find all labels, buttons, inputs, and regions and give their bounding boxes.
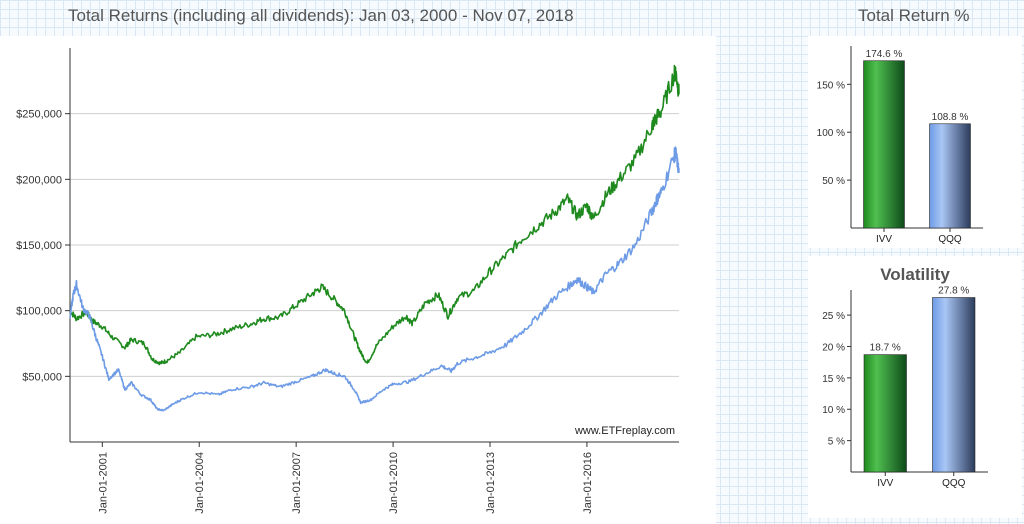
volatility-value-label: 27.8 % [938, 286, 969, 297]
x-tick-label: Jan-01-2016 [582, 452, 594, 514]
total-return-chart: 50 % 100 % 150 % 174.6 % IVV 108.8 % QQQ [817, 46, 983, 245]
total-return-title: Total Return % [858, 6, 970, 25]
y-tick-label: 25 % [822, 311, 845, 322]
y-tick-label: 15 % [822, 374, 845, 385]
y-tick-label: $250,000 [16, 109, 62, 121]
total-return-value-label: 174.6 % [866, 49, 903, 60]
total-return-bar-qqq [929, 123, 971, 229]
y-tick-label: 5 % [828, 437, 845, 448]
total-return-value-label: 108.8 % [932, 112, 969, 123]
main-chart-title: Total Returns (including all dividends):… [68, 6, 574, 25]
volatility-category-label: IVV [877, 478, 893, 489]
y-tick-label: $150,000 [16, 240, 62, 252]
total-return-category-label: IVV [876, 234, 892, 245]
volatility-panel: Volatility 5 % 10 % 15 % 20 % 25 % 18.7 % IVV 27… [808, 256, 1022, 518]
y-tick-label: 50 % [822, 176, 845, 187]
volatility-bar-ivv [863, 354, 907, 473]
volatility-bar-qqq [932, 297, 976, 473]
y-tick-label: $200,000 [16, 174, 62, 186]
volatility-value-label: 18.7 % [870, 343, 901, 354]
series-line-qqq [69, 146, 680, 412]
y-tick-label: $100,000 [16, 306, 62, 318]
x-tick-label: Jan-01-2007 [291, 452, 303, 514]
volatility-category-label: QQQ [942, 478, 966, 489]
x-tick-label: Jan-01-2004 [194, 452, 206, 514]
series-line-ivv [69, 64, 680, 366]
y-tick-label: 100 % [817, 128, 845, 139]
y-tick-label: 150 % [817, 80, 845, 91]
line-chart-panel: $50,000 $100,000 $150,000 $200,000 $250,000 J… [0, 36, 716, 524]
x-tick-label: Jan-01-2010 [388, 452, 400, 514]
volatility-title: Volatility [880, 265, 950, 284]
watermark: www.ETFreplay.com [574, 425, 675, 437]
volatility-chart: Volatility 5 % 10 % 15 % 20 % 25 % 18.7 % IVV 27… [822, 265, 988, 489]
line-chart: $50,000 $100,000 $150,000 $200,000 $250,000 J… [16, 48, 680, 514]
y-tick-label: $50,000 [22, 371, 62, 383]
x-tick-label: Jan-01-2001 [97, 452, 109, 514]
y-tick-label: 10 % [822, 405, 845, 416]
x-tick-label: Jan-01-2013 [485, 452, 497, 514]
total-return-bar-ivv [863, 60, 905, 229]
y-tick-label: 20 % [822, 342, 845, 353]
total-return-category-label: QQQ [938, 234, 962, 245]
total-return-panel: 50 % 100 % 150 % 174.6 % IVV 108.8 % QQQ [808, 36, 1022, 248]
